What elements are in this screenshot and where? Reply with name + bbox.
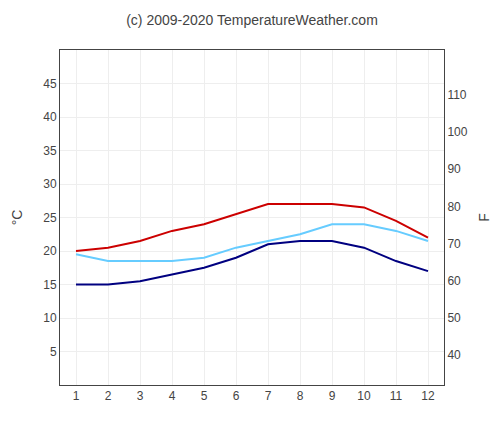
svg-text:12: 12	[421, 389, 435, 403]
svg-text:1: 1	[73, 389, 80, 403]
svg-text:15: 15	[43, 278, 57, 292]
svg-text:110: 110	[447, 88, 466, 102]
svg-text:45: 45	[43, 77, 57, 91]
svg-text:°C: °C	[9, 210, 25, 226]
svg-text:40: 40	[447, 348, 461, 362]
svg-text:8: 8	[297, 389, 304, 403]
svg-text:20: 20	[43, 244, 57, 258]
svg-text:5: 5	[50, 345, 57, 359]
svg-text:60: 60	[447, 274, 461, 288]
svg-text:100: 100	[447, 125, 467, 139]
svg-text:(c) 2009-2020 TemperatureWeath: (c) 2009-2020 TemperatureWeather.com	[126, 12, 378, 28]
svg-text:F: F	[476, 213, 492, 222]
svg-text:4: 4	[169, 389, 176, 403]
svg-text:5: 5	[201, 389, 208, 403]
svg-text:40: 40	[43, 110, 57, 124]
svg-text:80: 80	[447, 200, 461, 214]
svg-text:7: 7	[265, 389, 272, 403]
svg-text:25: 25	[43, 211, 57, 225]
svg-text:3: 3	[137, 389, 144, 403]
svg-text:9: 9	[329, 389, 336, 403]
svg-text:10: 10	[43, 311, 57, 325]
svg-text:10: 10	[357, 389, 371, 403]
svg-text:2: 2	[105, 389, 112, 403]
svg-text:11: 11	[390, 389, 403, 403]
svg-text:35: 35	[43, 144, 57, 158]
svg-text:30: 30	[43, 177, 57, 191]
svg-text:50: 50	[447, 311, 461, 325]
svg-text:90: 90	[447, 162, 461, 176]
svg-text:6: 6	[233, 389, 240, 403]
svg-text:70: 70	[447, 237, 461, 251]
